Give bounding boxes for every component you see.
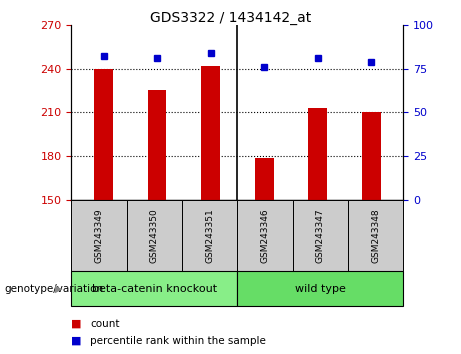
Bar	[308, 108, 327, 200]
Text: percentile rank within the sample: percentile rank within the sample	[90, 336, 266, 346]
Text: wild type: wild type	[295, 284, 346, 293]
Bar	[362, 113, 381, 200]
Text: ■: ■	[71, 319, 82, 329]
Text: GSM243348: GSM243348	[371, 208, 380, 263]
Text: GSM243346: GSM243346	[260, 208, 270, 263]
Text: count: count	[90, 319, 119, 329]
Text: ■: ■	[71, 336, 82, 346]
Text: genotype/variation: genotype/variation	[5, 284, 104, 293]
Text: GSM243347: GSM243347	[316, 208, 325, 263]
Text: GSM243350: GSM243350	[150, 208, 159, 263]
Bar	[148, 91, 166, 200]
Bar	[201, 66, 220, 200]
Bar	[255, 158, 273, 200]
Text: GSM243351: GSM243351	[205, 208, 214, 263]
Text: GDS3322 / 1434142_at: GDS3322 / 1434142_at	[150, 11, 311, 25]
Text: GSM243349: GSM243349	[95, 208, 104, 263]
Text: ▶: ▶	[55, 284, 62, 293]
Text: beta-catenin knockout: beta-catenin knockout	[92, 284, 217, 293]
Bar	[94, 69, 113, 200]
